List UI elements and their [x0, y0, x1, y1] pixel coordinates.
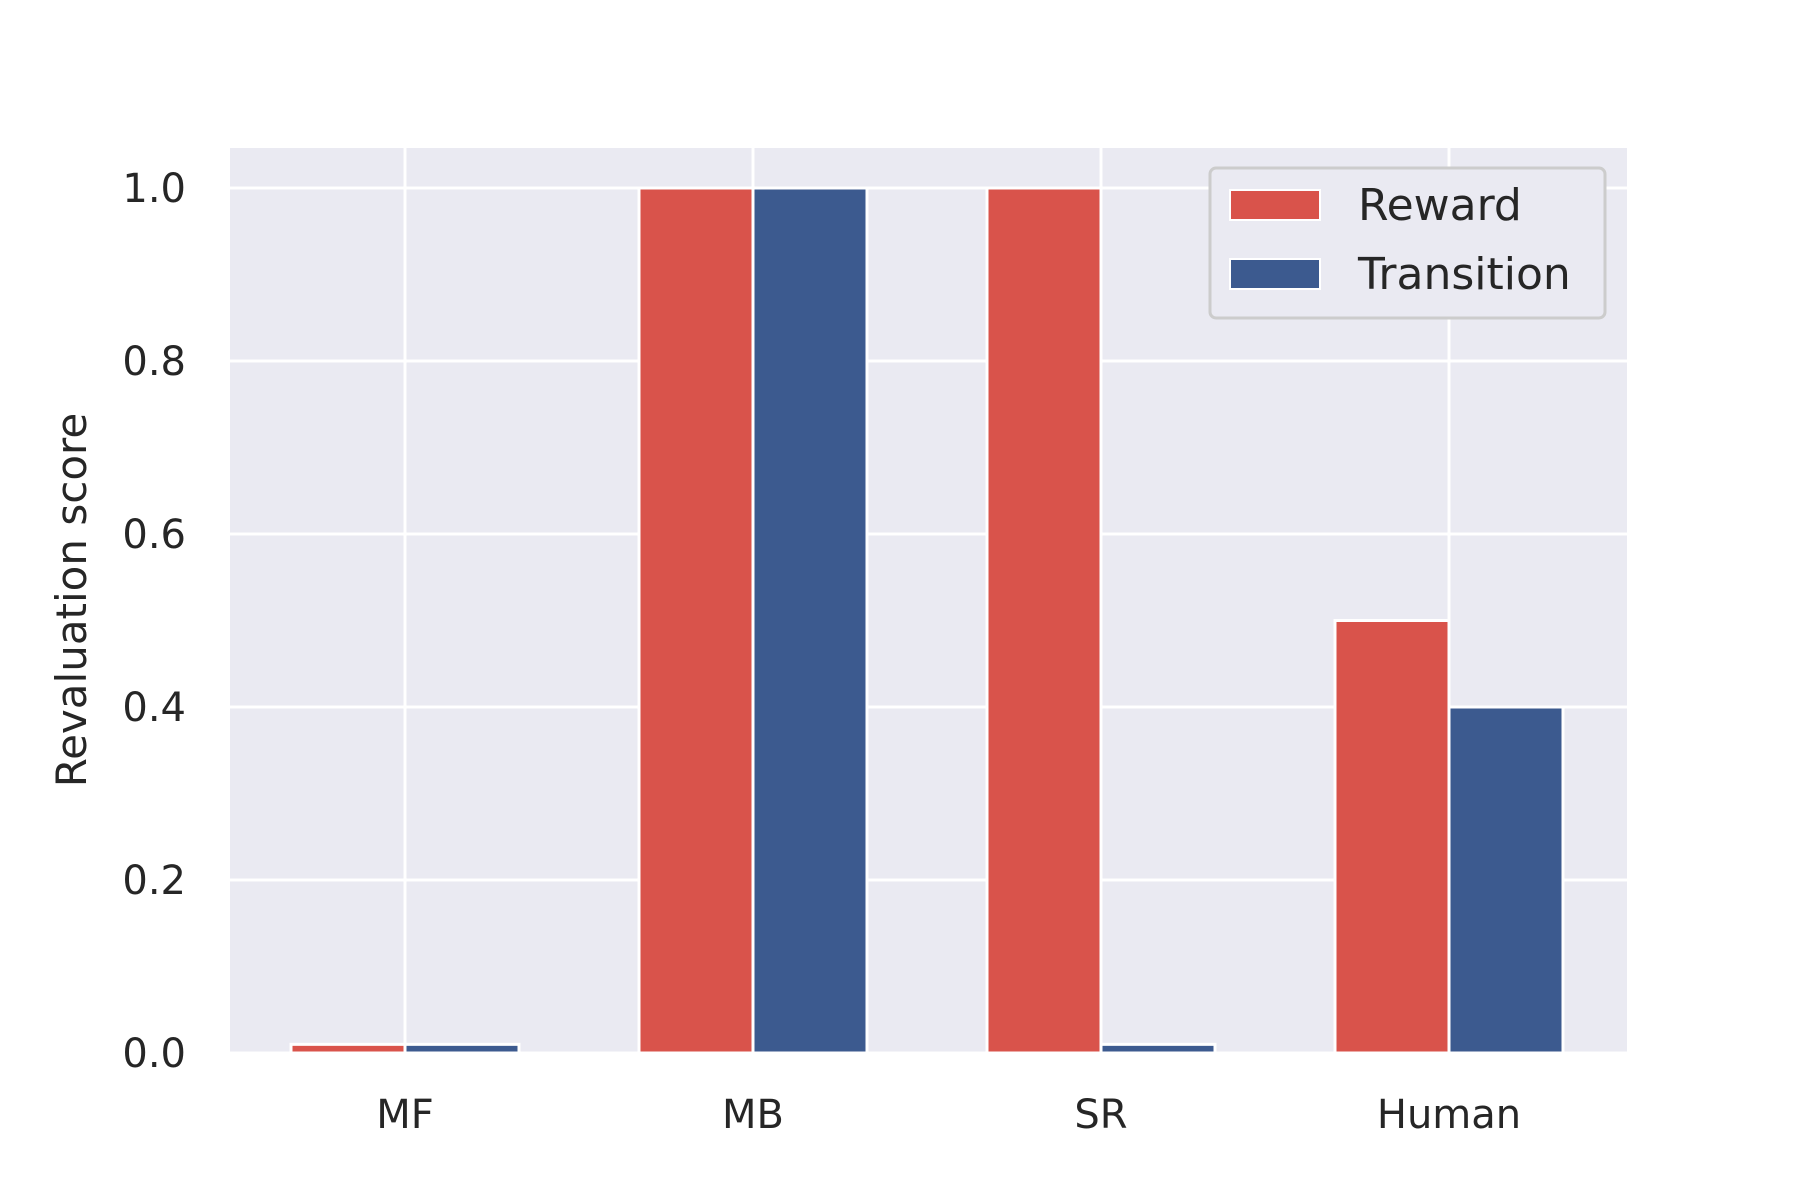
y-tick-label: 0.2 [122, 858, 186, 904]
y-tick-label: 0.4 [122, 685, 186, 731]
x-tick-label: MB [722, 1092, 784, 1138]
x-tick-label: Human [1377, 1092, 1521, 1138]
y-tick-label: 0.8 [122, 339, 186, 385]
y-tick-label: 1.0 [122, 166, 186, 212]
bar-reward-human [1333, 619, 1451, 1055]
bar-transition-mf [403, 1042, 521, 1055]
legend-label-reward: Reward [1358, 180, 1522, 231]
y-axis-label: Revaluation score [47, 413, 96, 787]
legend-label-transition: Transition [1357, 249, 1571, 300]
y-tick-label: 0.6 [122, 512, 186, 558]
x-tick-label: MF [376, 1092, 434, 1138]
legend-swatch-reward [1229, 189, 1321, 221]
bar-reward-sr [985, 186, 1103, 1055]
y-tick-labels: 0.0 0.2 0.4 0.6 0.8 1.0 [122, 166, 186, 1077]
bars [289, 186, 1565, 1055]
bar-reward-mb [637, 186, 755, 1055]
x-tick-label: SR [1074, 1092, 1127, 1138]
legend: Reward Transition [1208, 166, 1607, 320]
bar-transition-sr [1099, 1042, 1217, 1055]
y-tick-label: 0.0 [122, 1031, 186, 1077]
bar-transition-human [1447, 705, 1565, 1055]
bar-reward-mf [289, 1042, 407, 1055]
bar-transition-mb [751, 186, 869, 1055]
x-tick-labels: MF MB SR Human [376, 1092, 1521, 1138]
legend-swatch-transition [1229, 258, 1321, 290]
